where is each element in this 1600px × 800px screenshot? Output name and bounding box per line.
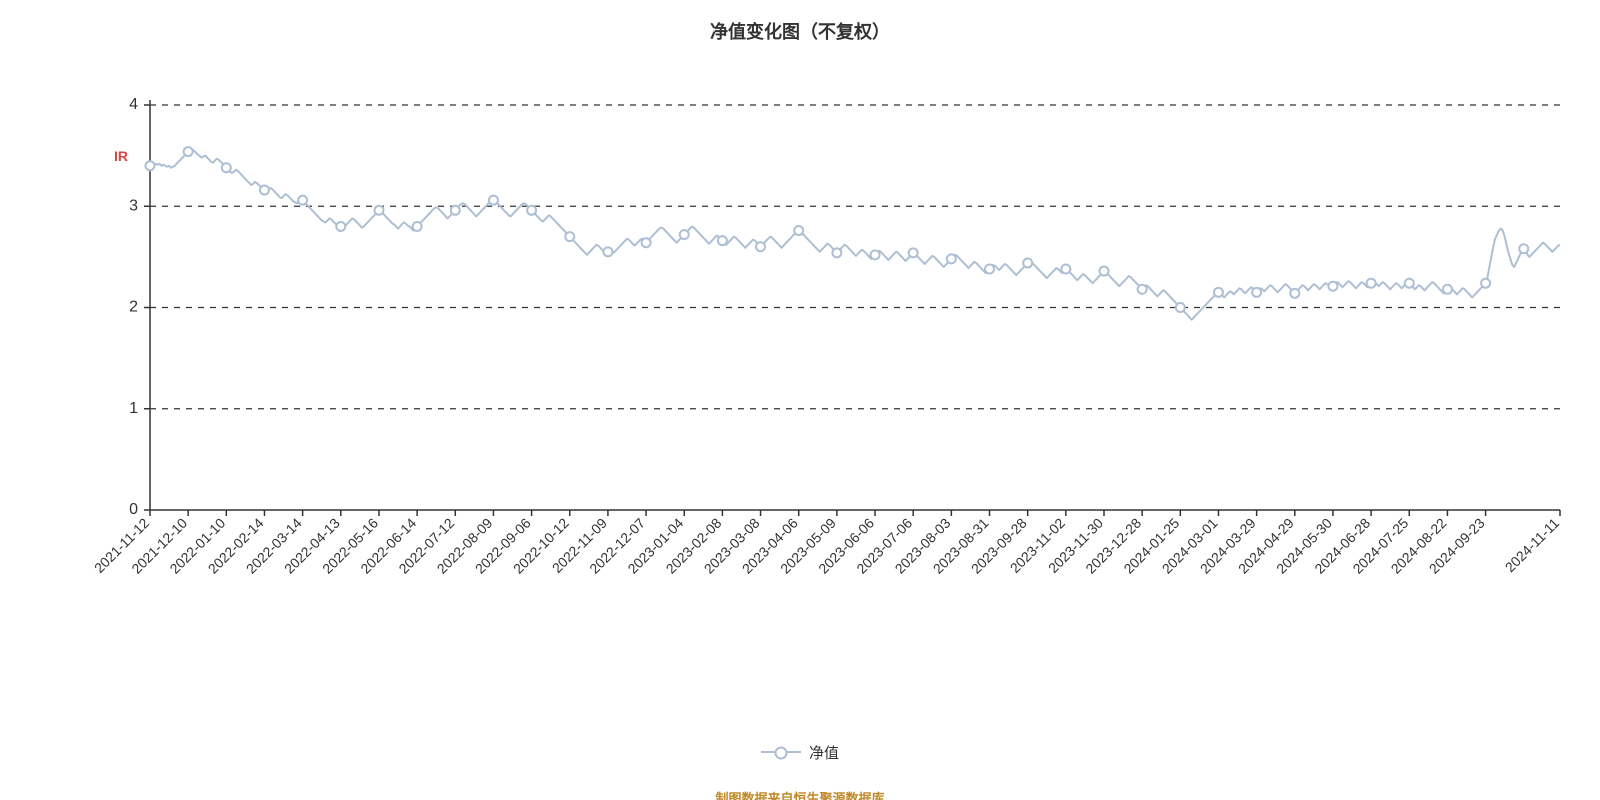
legend: 净值 bbox=[0, 740, 1600, 763]
svg-text:4: 4 bbox=[129, 96, 138, 113]
legend-item-nav: 净值 bbox=[761, 742, 839, 763]
chart-footer: 制图数据来自恒生聚源数据库 bbox=[0, 788, 1600, 800]
legend-label: 净值 bbox=[809, 742, 839, 763]
svg-text:0: 0 bbox=[129, 501, 138, 518]
legend-line bbox=[761, 751, 801, 753]
svg-text:3: 3 bbox=[129, 197, 138, 214]
chart-container: { "chart": { "type": "line", "title": "净… bbox=[0, 0, 1600, 800]
legend-marker bbox=[774, 747, 787, 760]
nav-chart: 012342021-11-122021-12-102022-01-102022-… bbox=[0, 0, 1600, 800]
svg-text:1: 1 bbox=[129, 400, 138, 417]
svg-text:2024-11-11: 2024-11-11 bbox=[1502, 515, 1563, 576]
svg-text:2: 2 bbox=[129, 299, 138, 316]
